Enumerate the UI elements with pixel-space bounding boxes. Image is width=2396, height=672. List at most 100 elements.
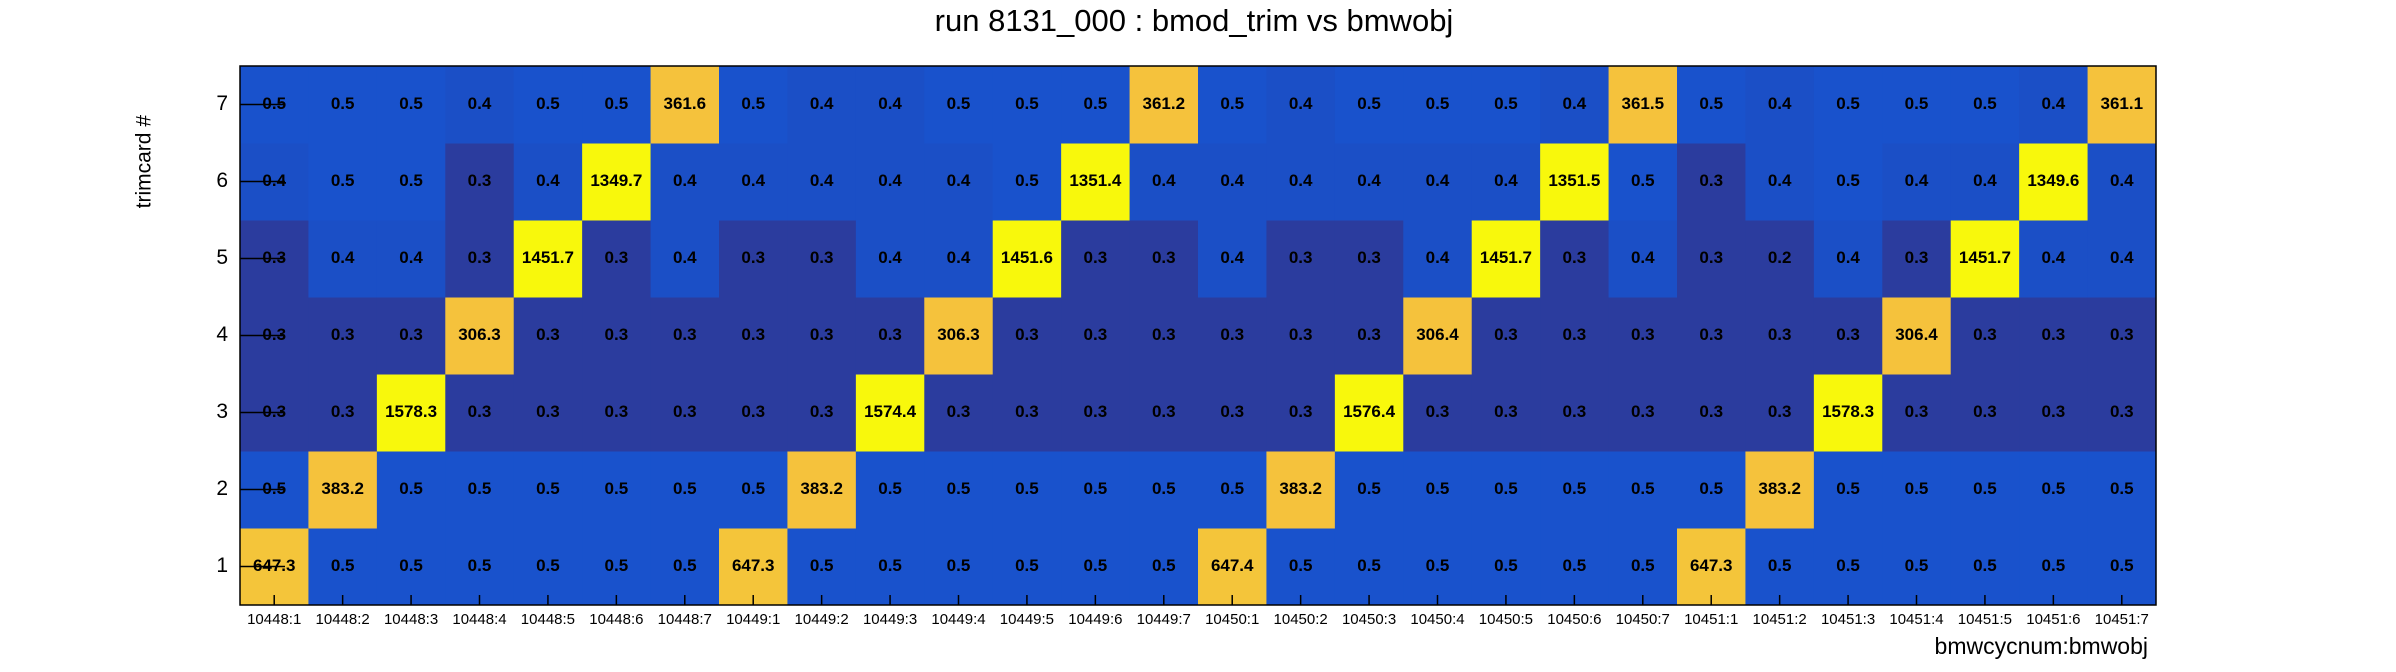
cell-label: 0.3: [1973, 402, 1997, 421]
cell: [1471, 143, 1541, 221]
cell-label: 0.5: [262, 479, 286, 498]
cell-label: 0.4: [262, 171, 286, 190]
cell-label: 0.5: [947, 94, 971, 113]
cell: [2087, 220, 2157, 298]
cell: [1608, 220, 1678, 298]
cell: [719, 220, 788, 298]
cell-label: 0.5: [1426, 94, 1450, 113]
cell-label: 0.3: [1015, 402, 1039, 421]
x-tick-label: 10450:2: [1274, 611, 1328, 628]
cell: [308, 528, 378, 606]
cell-label: 0.3: [1563, 402, 1587, 421]
cell-label: 0.5: [673, 479, 697, 498]
cell: [787, 220, 857, 298]
cell-label: 0.5: [605, 94, 629, 113]
cell-label: 0.4: [536, 171, 560, 190]
cell-label: 0.3: [673, 402, 697, 421]
cell-label: 0.5: [2110, 479, 2134, 498]
y-tick-label: 4: [216, 323, 228, 346]
cell-label: 0.4: [1220, 248, 1244, 267]
x-tick-label: 10450:6: [1547, 611, 1601, 628]
cell-label: 0.5: [1289, 556, 1313, 575]
cell-label: 0.3: [1699, 248, 1723, 267]
cell: [650, 220, 720, 298]
cell-label: 0.4: [399, 248, 423, 267]
cell: [1198, 451, 1267, 529]
cell-label: 306.4: [1895, 325, 1938, 344]
cell: [1813, 374, 1883, 452]
cell: [1129, 66, 1199, 144]
cell: [1198, 220, 1267, 298]
cell-label: 0.5: [741, 479, 765, 498]
cell: [1950, 451, 2020, 529]
cell-label: 0.3: [262, 248, 286, 267]
cell-label: 0.5: [1836, 479, 1860, 498]
cell-label: 383.2: [1758, 479, 1801, 498]
cell: [924, 528, 994, 606]
cell-label: 0.5: [536, 479, 560, 498]
cell: [582, 374, 652, 452]
cell-label: 0.3: [1905, 248, 1929, 267]
cell: [1129, 220, 1199, 298]
cell-label: 0.5: [1494, 556, 1518, 575]
cell: [1813, 451, 1883, 529]
cell: [1540, 451, 1610, 529]
cell-label: 0.5: [1973, 556, 1997, 575]
cell-label: 0.4: [947, 171, 971, 190]
cell: [376, 374, 446, 452]
cell-label: 0.3: [1631, 325, 1655, 344]
cell-label: 0.3: [1631, 402, 1655, 421]
cell-label: 0.5: [1563, 556, 1587, 575]
cell-label: 0.3: [1699, 171, 1723, 190]
x-tick-label: 10450:4: [1410, 611, 1464, 628]
x-tick-label: 10451:4: [1889, 611, 1943, 628]
cell-label: 0.3: [1494, 402, 1518, 421]
cell-label: 0.3: [1357, 248, 1381, 267]
cell-label: 0.3: [1152, 325, 1176, 344]
cell: [1471, 66, 1541, 144]
cell-label: 0.3: [1563, 325, 1587, 344]
cell: [1403, 66, 1473, 144]
y-tick-label: 5: [216, 246, 228, 269]
cell-label: 647.3: [253, 556, 296, 575]
cell: [2087, 143, 2157, 221]
cell-label: 0.3: [2042, 325, 2066, 344]
cell: [1198, 297, 1267, 375]
cell-label: 0.5: [1631, 479, 1655, 498]
cell-label: 0.4: [1563, 94, 1587, 113]
cell: [308, 220, 378, 298]
y-tick-label: 6: [216, 169, 228, 192]
x-tick-label: 10448:5: [521, 611, 575, 628]
cell: [992, 374, 1062, 452]
cell-label: 1574.4: [864, 402, 917, 421]
cell: [787, 297, 857, 375]
cell-label: 0.5: [1357, 94, 1381, 113]
cell-label: 0.5: [331, 94, 355, 113]
cell: [1540, 374, 1610, 452]
cell-label: 0.4: [1152, 171, 1176, 190]
cell-label: 0.3: [1699, 402, 1723, 421]
cell: [1266, 374, 1336, 452]
cell-label: 0.3: [1152, 248, 1176, 267]
cell-label: 0.4: [673, 171, 697, 190]
cell-label: 383.2: [1279, 479, 1322, 498]
cell: [1813, 528, 1883, 606]
cell-label: 0.5: [1699, 479, 1723, 498]
cell: [445, 297, 515, 375]
cell: [582, 143, 652, 221]
cell-label: 0.4: [1905, 171, 1929, 190]
cell-label: 0.5: [468, 479, 492, 498]
cell-label: 0.5: [1836, 556, 1860, 575]
cell: [1745, 220, 1815, 298]
cell: [1608, 66, 1678, 144]
cell-label: 0.3: [1152, 402, 1176, 421]
cell-label: 0.5: [1015, 556, 1039, 575]
cell: [1813, 220, 1883, 298]
cell-label: 0.3: [1015, 325, 1039, 344]
cell: [1334, 528, 1404, 606]
cell-label: 0.4: [947, 248, 971, 267]
cell: [924, 220, 994, 298]
cell-label: 0.3: [1084, 402, 1108, 421]
cell-label: 0.5: [947, 479, 971, 498]
cell: [1266, 528, 1336, 606]
